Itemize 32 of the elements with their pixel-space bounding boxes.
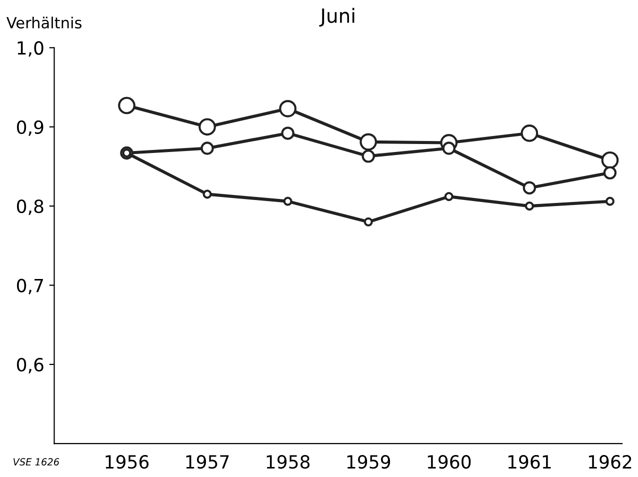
point [601, 151, 619, 169]
point [605, 196, 614, 206]
point [283, 196, 292, 206]
point [202, 190, 212, 199]
y-tick-label: 0,6 [16, 358, 44, 374]
point [362, 150, 375, 163]
x-tick-label: 1956 [106, 455, 149, 469]
x-tick-label: 1958 [266, 455, 310, 469]
point [522, 181, 536, 194]
x-tick-label: 1957 [186, 455, 229, 469]
chart-title: Juni [319, 8, 354, 27]
y-tick-label: 0,7 [16, 278, 43, 294]
x-tick-label: 1962 [588, 455, 632, 469]
y-tick-label: 1,0 [18, 41, 44, 57]
point [603, 166, 617, 180]
point [200, 142, 214, 155]
y-axis-title: Verhältnis [6, 16, 82, 29]
point [520, 124, 538, 142]
point [198, 118, 216, 136]
point [118, 96, 136, 114]
x-tick-label: 1961 [508, 455, 551, 469]
point [444, 192, 454, 202]
y-tick-label: 0,8 [16, 200, 44, 216]
point [281, 126, 294, 140]
point [360, 133, 378, 151]
point [364, 217, 373, 226]
text: VSE 1626 [14, 458, 60, 466]
x-tick-label: 1959 [347, 455, 390, 469]
point [279, 100, 296, 118]
y-tick-label: 0,9 [16, 120, 44, 136]
x-tick-label: 1960 [428, 455, 471, 469]
point [524, 202, 534, 211]
